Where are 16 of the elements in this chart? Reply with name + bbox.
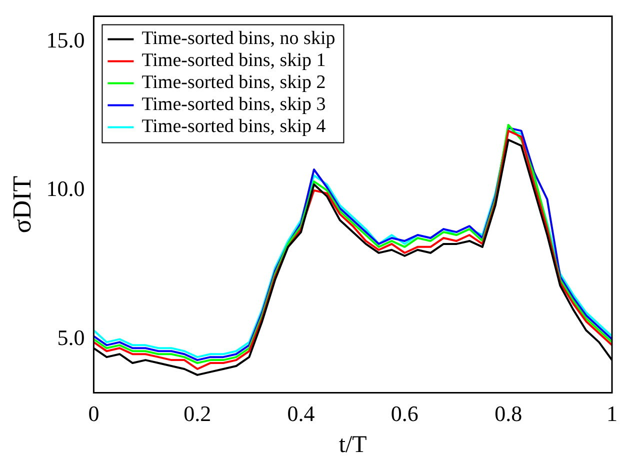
x-tick-label: 0.8 (494, 400, 522, 426)
legend-label: Time-sorted bins, skip 4 (142, 116, 326, 138)
x-axis-title: t/T (338, 432, 368, 458)
legend-label: Time-sorted bins, skip 2 (142, 72, 326, 94)
x-tick-label: 1 (606, 400, 618, 426)
x-tick-label: 0 (88, 400, 100, 426)
x-tick-label: 0.6 (390, 400, 418, 426)
legend-label: Time-sorted bins, skip 3 (142, 94, 326, 116)
legend-label: Time-sorted bins, no skip (142, 28, 336, 50)
y-tick-label: 5.0 (57, 324, 85, 350)
x-tick-label: 0.4 (287, 400, 315, 426)
y-axis-title: σDIT (7, 176, 36, 234)
y-tick-label: 10.0 (46, 176, 85, 202)
legend-label: Time-sorted bins, skip 1 (142, 50, 326, 72)
y-tick-label: 15.0 (46, 27, 85, 52)
x-tick-label: 0.2 (184, 400, 212, 426)
